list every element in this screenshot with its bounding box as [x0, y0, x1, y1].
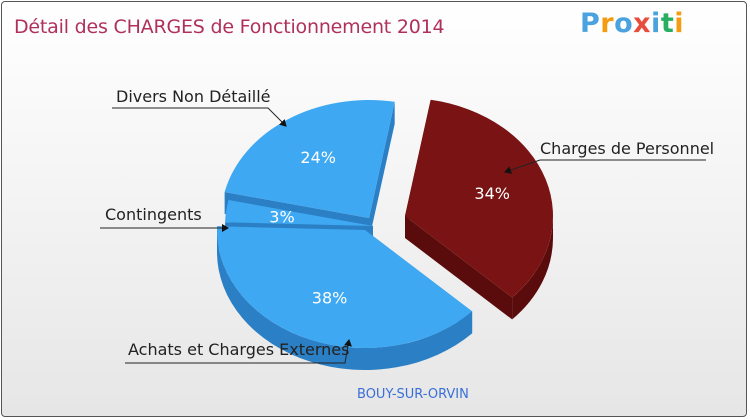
logo-letter: P [579, 8, 601, 39]
logo-letter: i [674, 8, 684, 39]
pie-slice-value-label: 34% [474, 184, 510, 203]
pie-slice-category-label: Charges de Personnel [540, 139, 714, 158]
logo-letter: r [600, 8, 615, 39]
logo-letter: i [651, 8, 661, 39]
pie-slice-category-label: Achats et Charges Externes [128, 340, 349, 359]
pie-slice-category-label: Divers Non Détaillé [116, 87, 270, 106]
pie-slice [225, 200, 373, 226]
pie-slice-value-label: 3% [269, 208, 294, 227]
logo-letter: t [660, 8, 675, 39]
commune-label: BOUY-SUR-ORVIN [357, 387, 469, 402]
pie-slice-side [217, 230, 473, 371]
proxiti-logo: Proxiti [580, 8, 684, 39]
chart-title: Détail des CHARGES de Fonctionnement 201… [14, 16, 445, 38]
pie-slice-value-label: 38% [312, 288, 348, 307]
pie-slice [224, 100, 395, 218]
logo-letter: o [614, 8, 634, 39]
leader-line [112, 107, 287, 127]
pie-slice-side [512, 216, 553, 320]
pie-slice-category-label: Contingents [105, 205, 202, 224]
pie-slice-wall [405, 216, 513, 320]
logo-letter: x [633, 8, 652, 39]
leader-line [125, 339, 352, 364]
pie-slice [217, 226, 473, 348]
pie-slice-value-label: 24% [300, 148, 336, 167]
leader-line [504, 159, 706, 174]
pie-slice [405, 99, 553, 298]
pie-slice-wall [369, 101, 395, 240]
